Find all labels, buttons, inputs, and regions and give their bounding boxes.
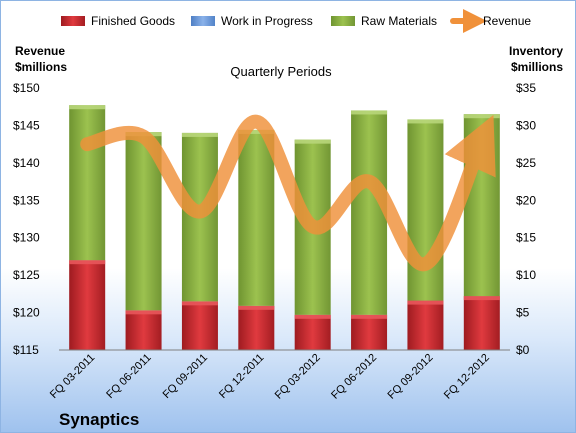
- legend: Finished Goods Work in Progress Raw Materi…: [61, 9, 531, 33]
- left-tick-label: $115: [13, 343, 39, 357]
- left-tick-label: $140: [13, 156, 40, 170]
- bar-raw-materials: [238, 129, 275, 306]
- left-tick-label: $130: [13, 231, 40, 245]
- bar-cap-finished-goods: [294, 314, 331, 319]
- bar-cap-finished-goods: [238, 305, 275, 310]
- bar-finished-goods: [69, 260, 106, 350]
- bar-cap-raw-materials: [238, 129, 275, 134]
- legend-swatch-raw-materials: [331, 16, 355, 26]
- right-axis-label-line1: Inventory: [509, 44, 563, 58]
- left-tick-label: $120: [13, 306, 40, 320]
- bar-finished-goods: [463, 296, 500, 350]
- left-tick-label: $145: [13, 118, 40, 132]
- left-axis-ticks: $115 $120 $125 $130 $135 $140 $145 $150: [13, 81, 40, 357]
- bar-cap-finished-goods: [181, 301, 218, 306]
- x-tick-label: FQ 06-2012: [329, 352, 379, 402]
- right-tick-label: $0: [516, 343, 530, 357]
- legend-swatch-work-in-progress: [191, 16, 215, 26]
- legend-swatch-finished-goods: [61, 16, 85, 26]
- right-tick-label: $5: [516, 306, 530, 320]
- bar-cap-finished-goods: [69, 260, 106, 265]
- bar-cap-raw-materials: [294, 139, 331, 144]
- bar-cap-finished-goods: [125, 310, 162, 315]
- revenue-line-layer: [80, 114, 496, 271]
- right-tick-label: $25: [516, 156, 536, 170]
- x-tick-label: FQ 12-2012: [442, 352, 492, 402]
- bar-finished-goods: [351, 314, 388, 350]
- right-tick-label: $35: [516, 81, 536, 95]
- bar-cap-finished-goods: [463, 296, 500, 301]
- legend-label-revenue: Revenue: [483, 14, 531, 28]
- left-tick-label: $150: [13, 81, 40, 95]
- right-tick-label: $20: [516, 193, 536, 207]
- bar-finished-goods: [294, 314, 331, 350]
- bar-raw-materials: [351, 110, 388, 315]
- x-axis-labels: FQ 03-2011 FQ 06-2011 FQ 09-2011 FQ 12-2011…: [48, 352, 492, 402]
- x-tick-label: FQ 03-2012: [273, 352, 323, 402]
- right-tick-label: $30: [516, 118, 536, 132]
- bar-finished-goods: [181, 301, 218, 350]
- left-axis-label-line1: Revenue: [15, 44, 65, 58]
- bar-cap-raw-materials: [351, 110, 388, 115]
- revenue-line: [80, 114, 496, 271]
- legend-label-finished-goods: Finished Goods: [91, 14, 175, 28]
- left-tick-label: $135: [13, 193, 40, 207]
- bar-raw-materials: [69, 105, 106, 261]
- bar-cap-finished-goods: [351, 314, 388, 319]
- right-axis-label-line2: $millions: [511, 60, 563, 74]
- bar-finished-goods: [407, 300, 444, 350]
- bar-cap-raw-materials: [69, 105, 106, 110]
- x-tick-label: FQ 06-2011: [104, 352, 153, 401]
- bar-finished-goods: [238, 305, 275, 350]
- left-tick-label: $125: [13, 268, 40, 282]
- bar-finished-goods: [125, 310, 162, 350]
- x-tick-label: FQ 09-2011: [161, 352, 210, 401]
- chart-subtitle: Quarterly Periods: [230, 64, 332, 79]
- x-tick-label: FQ 03-2011: [48, 352, 97, 401]
- bar-cap-raw-materials: [181, 132, 218, 137]
- bar-raw-materials: [407, 119, 444, 301]
- bar-cap-raw-materials: [463, 114, 500, 119]
- legend-label-work-in-progress: Work in Progress: [221, 14, 313, 28]
- left-axis-label-line2: $millions: [15, 60, 67, 74]
- x-tick-label: FQ 09-2012: [386, 352, 436, 402]
- right-axis-ticks: $0 $5 $10 $15 $20 $25 $30 $35: [516, 81, 536, 357]
- right-tick-label: $10: [516, 268, 536, 282]
- bars: [69, 105, 500, 350]
- right-tick-label: $15: [516, 231, 536, 245]
- bar-cap-raw-materials: [407, 119, 444, 124]
- bar-cap-finished-goods: [407, 300, 444, 305]
- company-name: Synaptics: [59, 410, 139, 429]
- legend-label-raw-materials: Raw Materials: [361, 14, 437, 28]
- x-tick-label: FQ 12-2011: [217, 352, 266, 401]
